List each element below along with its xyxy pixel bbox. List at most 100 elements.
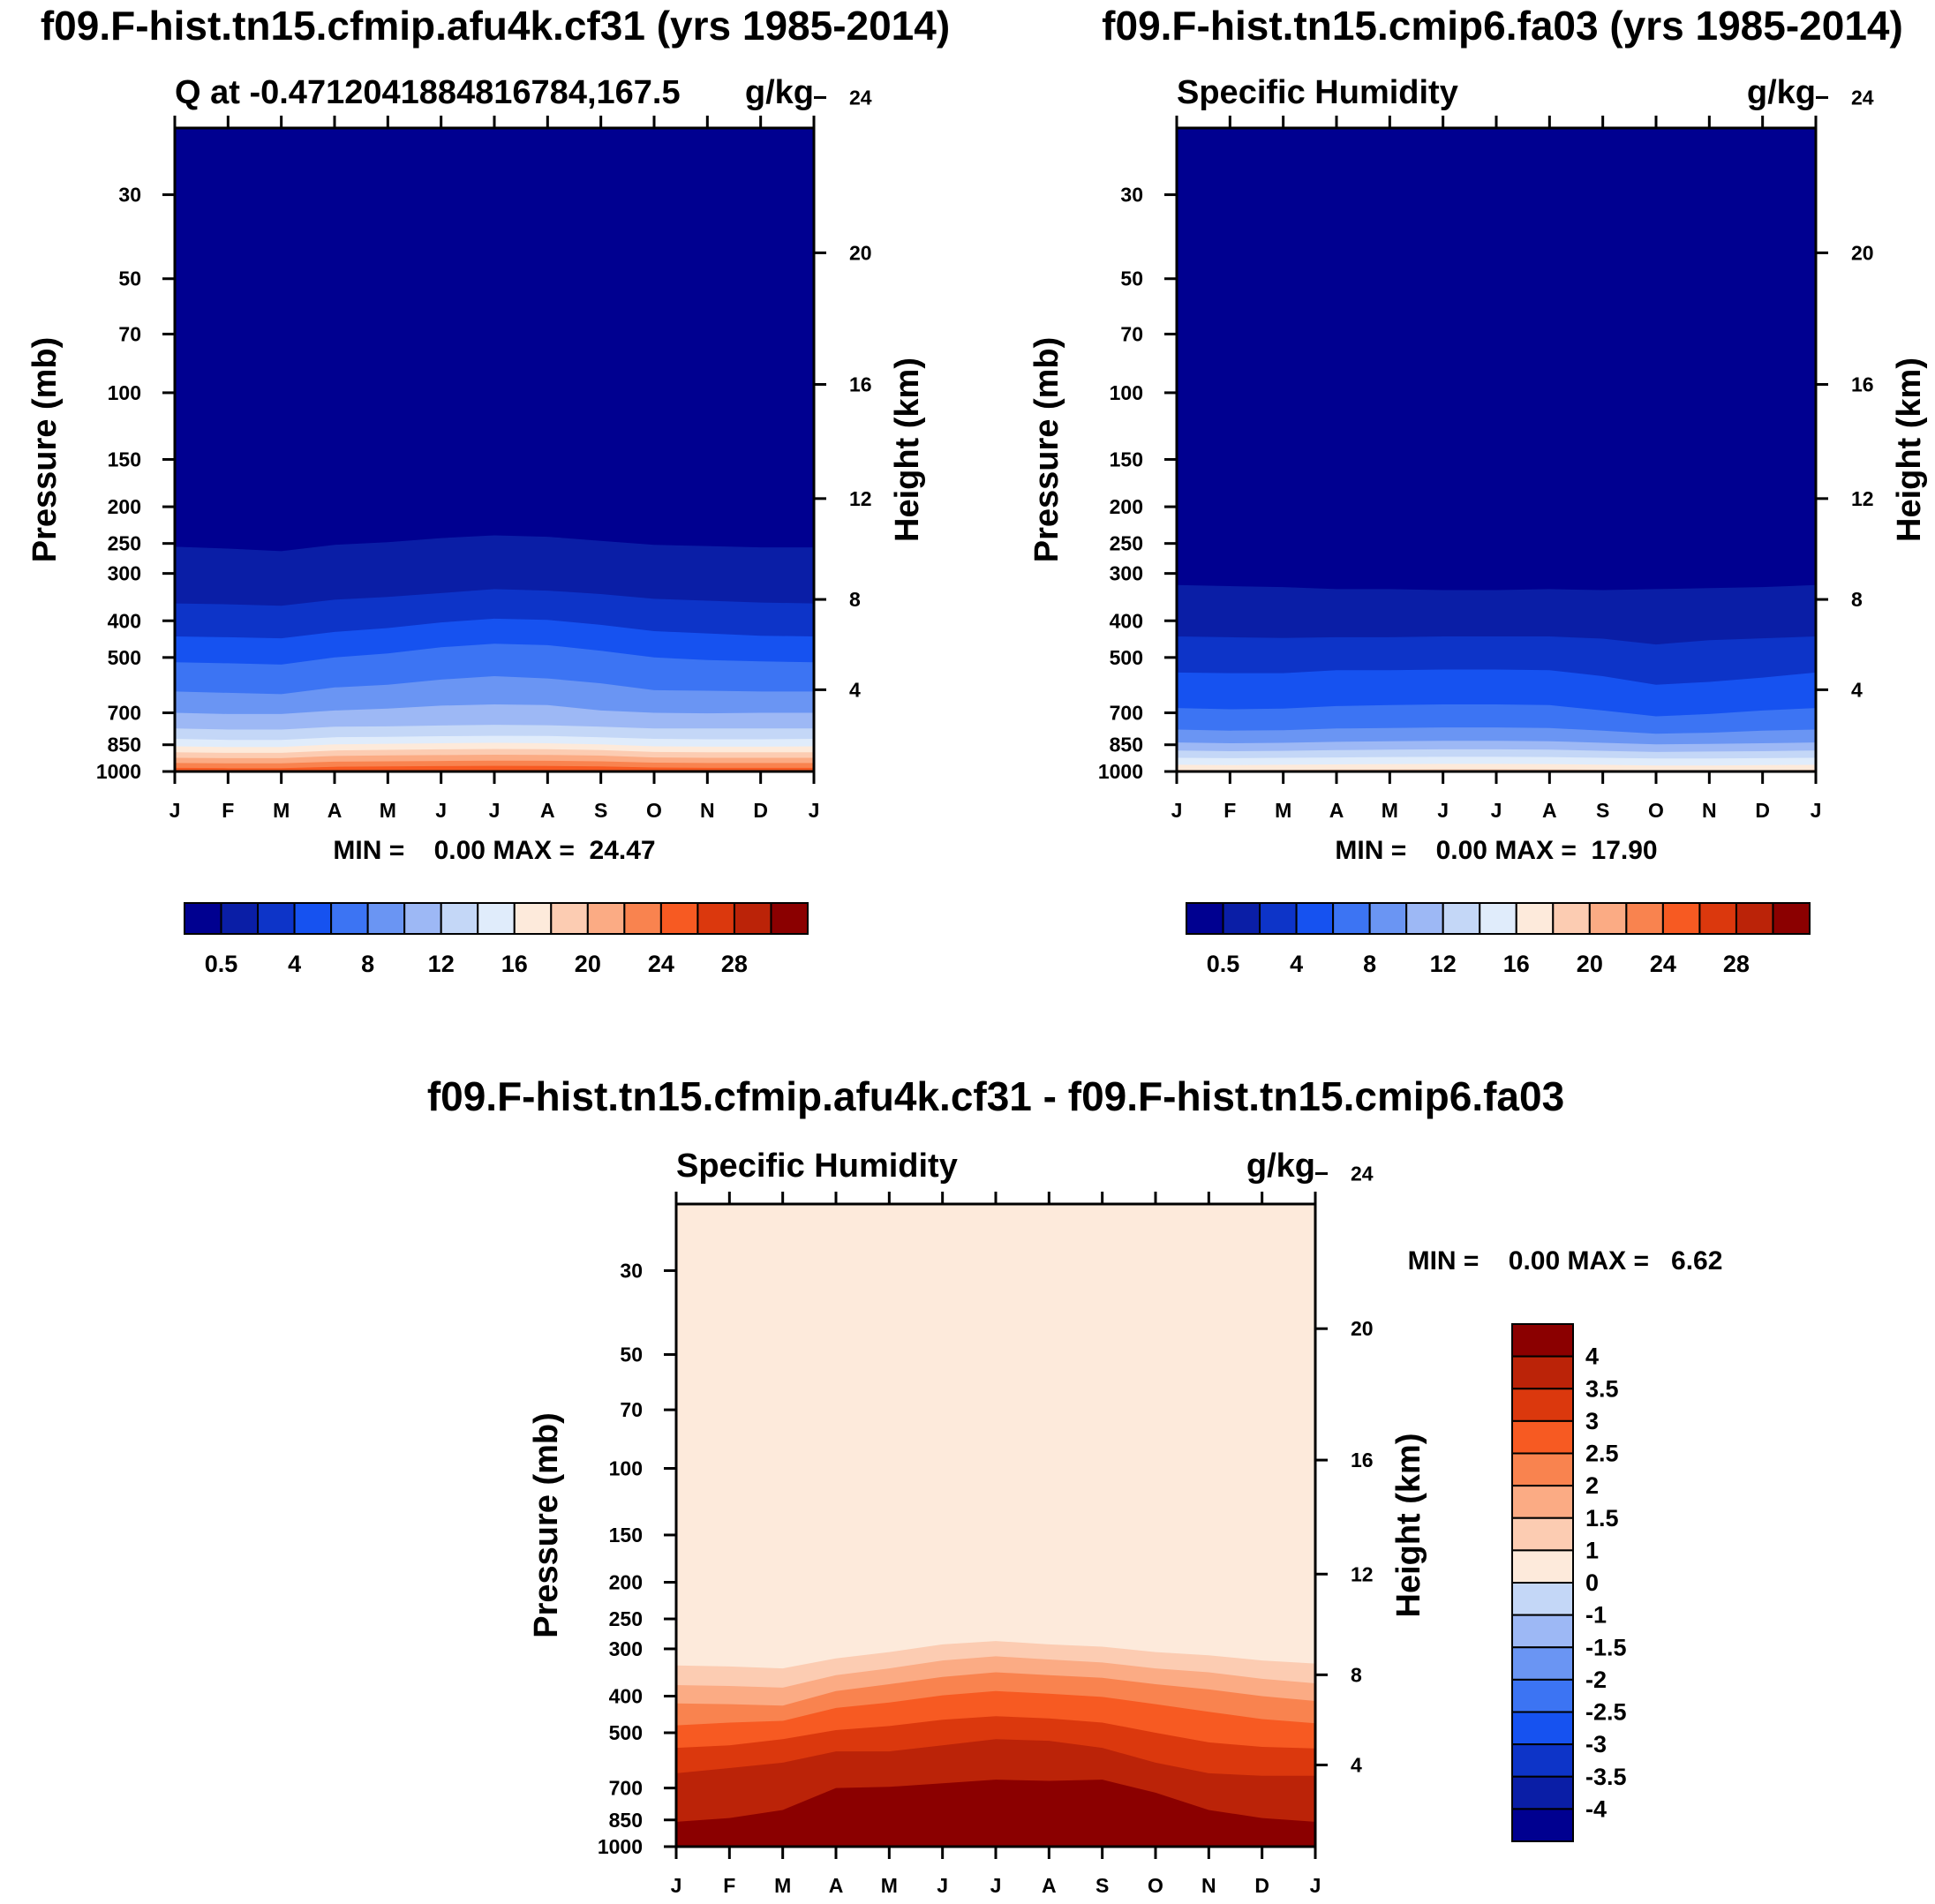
y-right-tick-label: 8: [849, 588, 861, 611]
x-tick-label: F: [222, 799, 234, 822]
y-tick-label: 700: [108, 702, 141, 725]
subtitle-left: Specific Humidity: [676, 1148, 958, 1185]
y-tick-label: 250: [108, 532, 141, 555]
y-right-tick-label: 16: [849, 373, 872, 395]
y-right-tick-label: 12: [849, 487, 872, 510]
min-max-text: MIN = 0.00 MAX = 6.62: [1408, 1246, 1723, 1276]
contour-band: [175, 765, 814, 771]
x-tick-label: A: [328, 799, 343, 822]
y-tick-label: 1000: [96, 760, 141, 783]
y-right-tick-label: 24: [1851, 86, 1874, 109]
y-right-tick-label: 4: [849, 678, 861, 701]
colorbar-box: [1222, 902, 1261, 935]
x-tick-label: J: [435, 799, 447, 822]
colorbar-label: 28: [1723, 951, 1750, 977]
y-tick-label: 30: [1120, 184, 1143, 207]
x-tick-label: M: [881, 1874, 898, 1897]
colorbar-label: -2.5: [1585, 1699, 1627, 1726]
y-tick-label: 200: [1110, 495, 1143, 518]
panel-title: f09.F-hist.tn15.cfmip.afu4k.cf31 - f09.F…: [427, 1073, 1564, 1119]
panel-title: f09.F-hist.tn15.cmip6.fa03 (yrs 1985-201…: [1102, 3, 1903, 49]
x-tick-label: D: [753, 799, 768, 822]
y-tick-label: 50: [118, 267, 141, 290]
x-tick-label: O: [1148, 1874, 1163, 1897]
colorbar-label: 3: [1585, 1408, 1599, 1434]
x-tick-label: S: [1596, 799, 1609, 822]
min-max-text: MIN = 0.00 MAX = 17.90: [1335, 836, 1657, 865]
panel-top-left: f09.F-hist.tn15.cfmip.afu4k.cf31 (yrs 19…: [26, 3, 950, 977]
x-tick-label: A: [1542, 799, 1557, 822]
colorbar-label: 24: [1650, 951, 1676, 977]
y-tick-label: 100: [1110, 381, 1143, 404]
colorbar-box: [1511, 1808, 1574, 1842]
y-tick-label: 300: [609, 1637, 643, 1660]
colorbar-box: [1259, 902, 1298, 935]
y-tick-label: 30: [118, 184, 141, 207]
y-right-tick-label: 12: [1351, 1562, 1374, 1585]
x-tick-label: A: [540, 799, 555, 822]
y-right-axis-label: Height (km): [1390, 1434, 1427, 1618]
colorbar-box: [1332, 902, 1371, 935]
colorbar-label: 2.5: [1585, 1441, 1619, 1467]
colorbar-box: [1698, 902, 1737, 935]
colorbar-box: [1405, 902, 1444, 935]
y-tick-label: 700: [609, 1777, 643, 1800]
colorbar-box: [1511, 1775, 1574, 1810]
colorbar-box: [1442, 902, 1481, 935]
y-tick-label: 400: [609, 1684, 643, 1707]
colorbar-box: [366, 902, 406, 935]
colorbar-label: 20: [1577, 951, 1603, 977]
y-right-axis-label: Height (km): [889, 357, 926, 542]
y-axis-label: Pressure (mb): [26, 337, 64, 563]
y-tick-label: 300: [108, 562, 141, 585]
y-right-tick-label: 4: [1851, 678, 1863, 701]
y-tick-label: 150: [609, 1524, 643, 1547]
y-tick-label: 70: [118, 322, 141, 345]
x-tick-label: J: [1171, 799, 1183, 822]
x-tick-label: M: [273, 799, 290, 822]
colorbar-box: [477, 902, 516, 935]
x-tick-label: A: [829, 1874, 844, 1897]
y-tick-label: 850: [1110, 734, 1143, 756]
y-right-tick-label: 8: [1351, 1663, 1362, 1686]
y-tick-label: 300: [1110, 562, 1143, 585]
x-tick-label: M: [774, 1874, 791, 1897]
x-tick-label: J: [990, 1874, 1002, 1897]
x-tick-label: N: [1702, 799, 1717, 822]
colorbar-label: 8: [361, 951, 374, 977]
y-tick-label: 850: [609, 1809, 643, 1832]
colorbar-label: -3: [1585, 1731, 1607, 1757]
y-right-tick-label: 20: [1351, 1317, 1374, 1340]
x-tick-label: J: [809, 799, 820, 822]
y-tick-label: 700: [1110, 702, 1143, 725]
colorbar-box: [1479, 902, 1517, 935]
x-tick-label: A: [1329, 799, 1344, 822]
subtitle-units: g/kg: [745, 74, 814, 111]
x-tick-label: S: [594, 799, 607, 822]
colorbar-box: [1588, 902, 1628, 935]
y-tick-label: 200: [108, 495, 141, 518]
colorbar-box: [1511, 1743, 1574, 1778]
colorbar-box: [1511, 1388, 1574, 1422]
colorbar-box: [1511, 1646, 1574, 1681]
colorbar-box: [1511, 1419, 1574, 1455]
y-right-tick-label: 20: [1851, 241, 1874, 264]
y-tick-label: 50: [1120, 267, 1143, 290]
y-tick-label: 1000: [1098, 760, 1143, 783]
colorbar-label: -1.5: [1585, 1634, 1627, 1660]
x-tick-label: J: [169, 799, 181, 822]
x-tick-label: M: [1275, 799, 1291, 822]
colorbar-label: 2: [1585, 1472, 1599, 1499]
colorbar-box: [770, 902, 809, 935]
colorbar-box: [1511, 1711, 1574, 1746]
y-tick-label: 100: [108, 381, 141, 404]
colorbar-box: [1511, 1485, 1574, 1519]
colorbar-label: 28: [721, 951, 748, 977]
y-tick-label: 250: [1110, 532, 1143, 555]
y-right-tick-label: 24: [1351, 1163, 1374, 1185]
colorbar-label: -2: [1585, 1667, 1607, 1693]
colorbar-label: 16: [1503, 951, 1530, 977]
x-tick-label: F: [723, 1874, 735, 1897]
colorbar-label: 16: [501, 951, 528, 977]
y-tick-label: 70: [1120, 322, 1143, 345]
